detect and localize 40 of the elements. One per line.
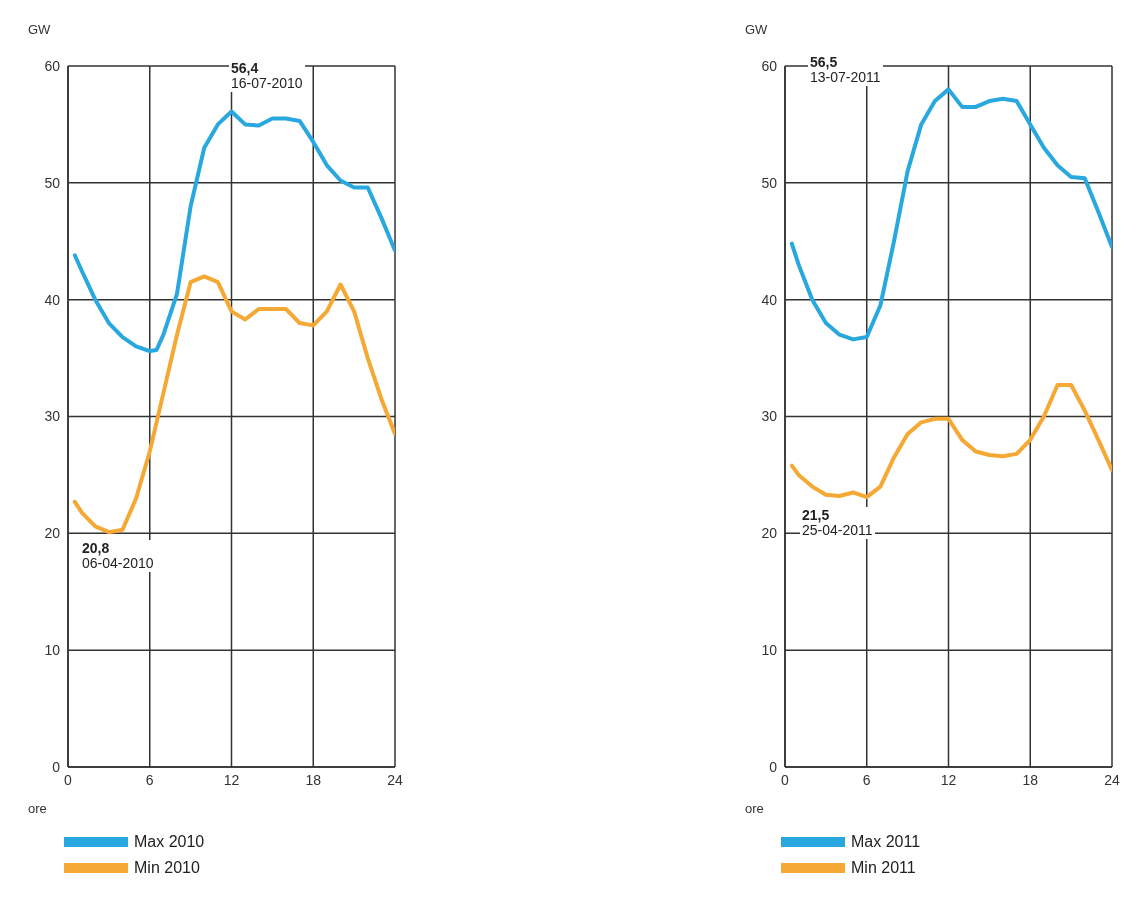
x-tick-label: 0	[781, 771, 790, 788]
line-series	[72, 274, 395, 535]
annotation: 21,5 25-04-2011	[802, 507, 873, 538]
annotation: 56,5 13-07-2011	[810, 54, 881, 85]
x-tick-label: 12	[223, 771, 240, 788]
x-tick-label: 0	[64, 771, 73, 788]
y-tick-label: 60	[761, 57, 778, 74]
legend-label: Max 2010	[134, 833, 205, 851]
x-axis-title: ore	[28, 800, 47, 818]
y-tick-label: 20	[761, 525, 778, 542]
y-tick-label: 60	[44, 57, 61, 74]
line-series	[72, 109, 395, 354]
x-tick-label: 24	[1104, 771, 1120, 788]
y-tick-label: 30	[761, 408, 778, 425]
y-axis-title: GW	[28, 22, 51, 37]
x-axis-title: ore	[745, 800, 764, 818]
y-tick-label: 0	[769, 758, 778, 775]
legend-label: Min 2010	[134, 859, 200, 877]
y-tick-label: 50	[44, 174, 61, 191]
x-tick-label: 6	[145, 771, 154, 788]
annotation: 56,4 16-07-2010	[231, 60, 303, 91]
y-tick-label: 40	[761, 291, 778, 308]
line-series	[789, 382, 1112, 500]
x-tick-label: 18	[305, 771, 322, 788]
x-tick-label: 18	[1022, 771, 1039, 788]
annotation: 20,8 06-04-2010	[82, 540, 154, 571]
y-tick-label: 30	[44, 408, 61, 425]
legend-label: Min 2011	[851, 859, 916, 877]
y-tick-label: 10	[44, 642, 61, 659]
y-tick-label: 10	[761, 642, 778, 659]
y-tick-label: 0	[52, 758, 61, 775]
x-tick-label: 6	[862, 771, 871, 788]
y-axis-title: GW	[745, 22, 768, 37]
y-tick-label: 40	[44, 291, 61, 308]
y-tick-label: 20	[44, 525, 61, 542]
line-series	[789, 87, 1112, 342]
y-tick-label: 50	[761, 174, 778, 191]
x-tick-label: 24	[387, 771, 403, 788]
legend-label: Max 2011	[851, 833, 921, 851]
x-tick-label: 12	[940, 771, 957, 788]
